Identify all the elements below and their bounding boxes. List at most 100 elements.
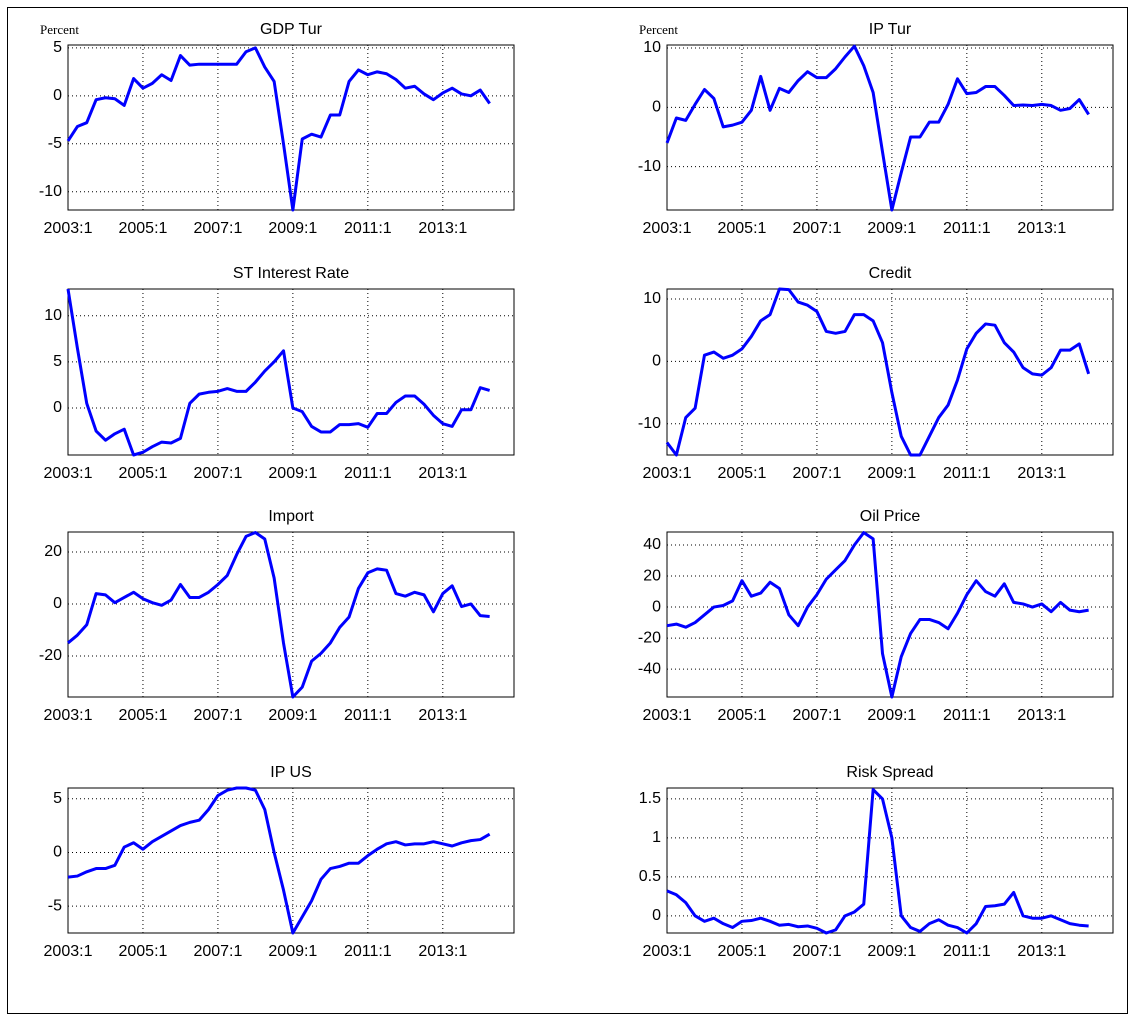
chart-title: Oil Price [860, 508, 921, 525]
plot-frame [67, 44, 515, 211]
y-tick-label: -10 [638, 415, 661, 432]
y-tick-label: 0.5 [639, 868, 661, 885]
y-axis-label: Percent [40, 22, 79, 37]
y-tick-label: 0 [652, 99, 661, 116]
x-tick-label: 2009:1 [867, 465, 916, 482]
x-tick-label: 2003:1 [44, 707, 93, 724]
y-tick-label: -20 [39, 647, 62, 664]
x-tick-label: 2005:1 [118, 220, 167, 237]
x-tick-label: 2005:1 [118, 707, 167, 724]
y-tick-label: -5 [48, 897, 62, 914]
plot-frame [67, 531, 515, 698]
plot-frame [666, 288, 1114, 456]
x-tick-label: 2011:1 [943, 220, 991, 237]
x-tick-label: 2009:1 [268, 220, 317, 237]
y-tick-label: 0 [652, 907, 661, 924]
chart-title: ST Interest Rate [233, 265, 349, 282]
x-tick-label: 2009:1 [268, 943, 317, 960]
x-tick-label: 2011:1 [344, 220, 392, 237]
y-tick-label: 10 [643, 290, 661, 307]
x-tick-label: 2003:1 [44, 220, 93, 237]
x-tick-label: 2003:1 [643, 943, 692, 960]
x-tick-label: 2003:1 [643, 220, 692, 237]
x-tick-label: 2013:1 [418, 707, 467, 724]
x-tick-label: 2011:1 [344, 707, 392, 724]
x-tick-label: 2009:1 [867, 707, 916, 724]
x-tick-label: 2013:1 [418, 943, 467, 960]
x-tick-label: 2003:1 [643, 707, 692, 724]
data-line [67, 786, 491, 935]
x-tick-label: 2007:1 [193, 465, 242, 482]
y-tick-label: 0 [652, 353, 661, 370]
y-tick-label: -40 [638, 660, 661, 677]
y-tick-label: 10 [44, 307, 62, 324]
x-tick-label: 2013:1 [1017, 220, 1066, 237]
y-tick-label: 5 [53, 353, 62, 370]
y-tick-label: 0 [53, 844, 62, 861]
y-tick-label: -5 [48, 135, 62, 152]
plot-frame [67, 787, 515, 934]
x-tick-label: 2011:1 [344, 465, 392, 482]
data-line [665, 287, 1091, 457]
data-line [66, 288, 491, 457]
x-tick-label: 2003:1 [44, 465, 93, 482]
data-line [665, 44, 1090, 212]
chart-title: Risk Spread [846, 764, 933, 781]
x-tick-label: 2003:1 [44, 943, 93, 960]
y-axis-label: Percent [639, 22, 678, 37]
x-tick-label: 2005:1 [717, 465, 766, 482]
data-line [666, 788, 1089, 935]
data-line [67, 531, 490, 699]
x-tick-label: 2007:1 [792, 707, 841, 724]
x-tick-label: 2011:1 [344, 943, 392, 960]
y-tick-label: 0 [53, 87, 62, 104]
chart-title: GDP Tur [260, 21, 323, 38]
y-tick-label: 0 [652, 598, 661, 615]
x-tick-label: 2013:1 [418, 220, 467, 237]
data-line [666, 531, 1089, 699]
y-tick-label: 1.5 [639, 790, 661, 807]
x-tick-label: 2011:1 [943, 465, 991, 482]
x-tick-label: 2007:1 [792, 943, 841, 960]
chart-title: Credit [869, 265, 912, 282]
plot-frame [666, 787, 1114, 934]
x-tick-label: 2009:1 [867, 220, 916, 237]
x-tick-label: 2007:1 [193, 707, 242, 724]
y-tick-label: 10 [643, 39, 661, 56]
y-tick-label: 1 [652, 829, 661, 846]
y-tick-label: -10 [39, 183, 62, 200]
x-tick-label: 2013:1 [1017, 707, 1066, 724]
data-line [66, 46, 491, 212]
x-tick-label: 2007:1 [193, 220, 242, 237]
x-tick-label: 2007:1 [792, 220, 841, 237]
plot-frame [67, 288, 515, 456]
figure-border [7, 7, 1128, 1014]
x-tick-label: 2013:1 [1017, 943, 1066, 960]
x-tick-label: 2005:1 [118, 465, 167, 482]
x-tick-label: 2005:1 [717, 707, 766, 724]
y-tick-label: 20 [643, 567, 661, 584]
x-tick-label: 2011:1 [943, 943, 991, 960]
x-tick-label: 2013:1 [1017, 465, 1066, 482]
plot-frame [666, 44, 1114, 211]
y-tick-label: 5 [53, 39, 62, 56]
x-tick-label: 2005:1 [118, 943, 167, 960]
x-tick-label: 2009:1 [268, 707, 317, 724]
y-tick-label: -10 [638, 158, 661, 175]
chart-title: IP Tur [869, 21, 912, 38]
x-tick-label: 2005:1 [717, 220, 766, 237]
x-tick-label: 2011:1 [943, 707, 991, 724]
x-tick-label: 2007:1 [792, 465, 841, 482]
x-tick-label: 2009:1 [867, 943, 916, 960]
x-tick-label: 2003:1 [643, 465, 692, 482]
y-tick-label: 5 [53, 790, 62, 807]
y-tick-label: 20 [44, 543, 62, 560]
x-tick-label: 2009:1 [268, 465, 317, 482]
chart-title: IP US [270, 764, 312, 781]
plot-frame [666, 531, 1114, 698]
x-tick-label: 2005:1 [717, 943, 766, 960]
y-tick-label: 0 [53, 399, 62, 416]
y-tick-label: 40 [643, 536, 661, 553]
x-tick-label: 2013:1 [418, 465, 467, 482]
